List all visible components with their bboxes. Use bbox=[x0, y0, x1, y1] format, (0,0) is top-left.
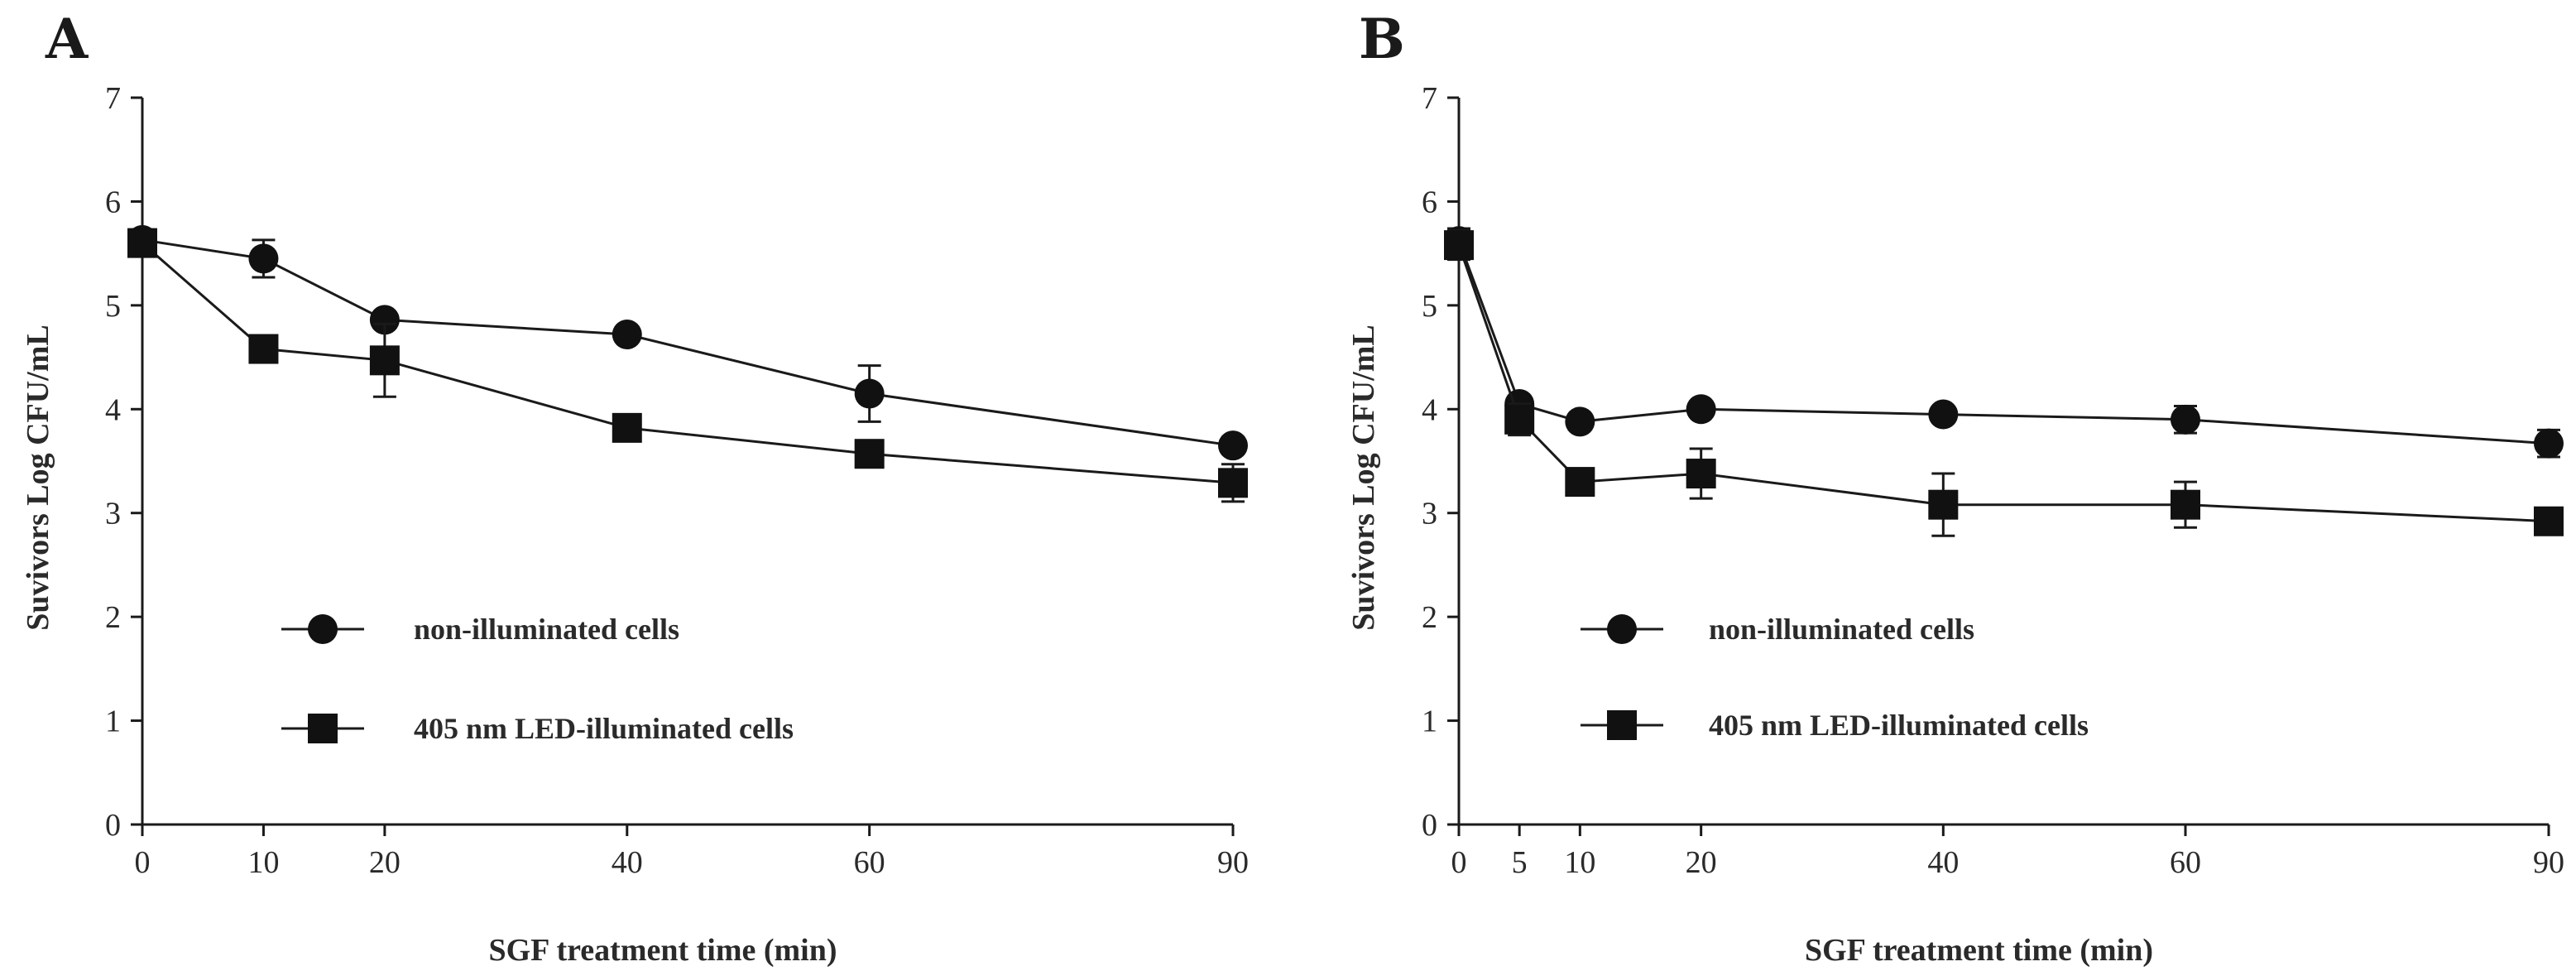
panel-b: B 0 1 2 3 4 5 6 7 0 5 10 20 40 60 90 SGF treatment time … bbox=[1346, 7, 2564, 968]
data-point-circle bbox=[248, 243, 279, 274]
x-tick-label: 5 bbox=[1512, 845, 1528, 880]
x-tick-label: 10 bbox=[1564, 845, 1595, 880]
legend-label: 405 nm LED-illuminated cells bbox=[414, 712, 794, 745]
data-point-square bbox=[612, 412, 642, 443]
y-tick-label: 6 bbox=[1422, 185, 1437, 219]
legend-label: 405 nm LED-illuminated cells bbox=[1709, 709, 2089, 742]
data-point-square bbox=[1928, 489, 1959, 520]
x-tick-label: 40 bbox=[612, 845, 643, 880]
data-point-square bbox=[1686, 459, 1716, 489]
data-point-circle bbox=[369, 305, 400, 335]
x-tick-label: 60 bbox=[2170, 845, 2201, 880]
x-tick-label: 20 bbox=[369, 845, 401, 880]
y-tick-label: 1 bbox=[105, 704, 121, 739]
data-point-square bbox=[127, 228, 157, 258]
data-point-circle bbox=[612, 319, 642, 349]
legend-marker-circle bbox=[1607, 614, 1637, 644]
panel-label: B bbox=[1359, 7, 1405, 71]
x-tick-label: 10 bbox=[247, 845, 279, 880]
x-tick-label: 0 bbox=[135, 845, 151, 880]
y-tick-label: 0 bbox=[105, 808, 121, 843]
legend-entry: 405 nm LED-illuminated cells bbox=[1581, 709, 2089, 742]
x-tick-label: 90 bbox=[2533, 845, 2564, 880]
x-tick-label: 90 bbox=[1217, 845, 1249, 880]
data-point-circle bbox=[2171, 404, 2200, 435]
series-led-illuminated bbox=[1444, 229, 2564, 537]
data-point-circle bbox=[1218, 430, 1248, 461]
data-point-square bbox=[1218, 468, 1248, 498]
data-point-circle bbox=[854, 378, 885, 409]
y-tick-label: 5 bbox=[1422, 289, 1437, 324]
data-point-square bbox=[1565, 467, 1595, 498]
x-tick-label: 40 bbox=[1927, 845, 1959, 880]
legend-entry: 405 nm LED-illuminated cells bbox=[281, 712, 794, 745]
legend-marker-circle bbox=[308, 614, 338, 644]
y-tick-label: 1 bbox=[1422, 704, 1437, 739]
legend-entry: non-illuminated cells bbox=[1581, 613, 1974, 646]
y-tick-label: 7 bbox=[1422, 81, 1437, 116]
series-line bbox=[1457, 244, 2550, 523]
y-tick-label: 5 bbox=[105, 289, 121, 324]
panel-label: A bbox=[45, 7, 89, 71]
y-tick-label: 6 bbox=[105, 185, 121, 219]
x-axis-title: SGF treatment time (min) bbox=[1805, 933, 2153, 968]
data-point-square bbox=[1504, 404, 1535, 435]
series-line bbox=[1457, 240, 2550, 445]
x-tick-label: 0 bbox=[1451, 845, 1467, 880]
y-tick-label: 3 bbox=[1422, 497, 1437, 531]
legend-entry: non-illuminated cells bbox=[281, 613, 679, 646]
legend-label: non-illuminated cells bbox=[1709, 613, 1974, 646]
data-point-square bbox=[2171, 489, 2200, 520]
data-point-square bbox=[369, 345, 400, 376]
y-tick-label: 4 bbox=[1422, 392, 1437, 427]
data-point-circle bbox=[1686, 394, 1716, 425]
y-axis-title: Suvivors Log CFU/mL bbox=[1346, 325, 1381, 630]
x-axis-title: SGF treatment time (min) bbox=[488, 933, 837, 968]
y-tick-label: 3 bbox=[105, 497, 121, 531]
data-point-circle bbox=[1565, 406, 1595, 437]
data-point-circle bbox=[2534, 428, 2564, 459]
data-point-circle bbox=[1928, 399, 1959, 430]
data-point-square bbox=[248, 334, 279, 364]
series-line bbox=[142, 242, 1234, 484]
data-point-square bbox=[854, 439, 885, 469]
data-point-square bbox=[2534, 506, 2564, 536]
y-tick-label: 4 bbox=[105, 392, 121, 427]
series-non-illuminated bbox=[127, 224, 1248, 461]
legend-marker-square bbox=[308, 714, 338, 743]
series-line bbox=[142, 238, 1234, 447]
data-point-square bbox=[1444, 230, 1474, 261]
legend-marker-square bbox=[1607, 710, 1637, 740]
panel-a: A 0 1 2 3 4 5 6 7 0 10 20 40 60 90 SGF treatment time (… bbox=[21, 7, 1249, 968]
x-tick-label: 60 bbox=[854, 845, 885, 880]
y-tick-label: 7 bbox=[105, 81, 121, 116]
y-axis-title: Suvivors Log CFU/mL bbox=[21, 325, 55, 630]
series-non-illuminated bbox=[1444, 226, 2564, 459]
y-tick-label: 2 bbox=[105, 600, 121, 635]
x-tick-label: 20 bbox=[1686, 845, 1717, 880]
y-tick-label: 0 bbox=[1422, 808, 1437, 843]
y-tick-label: 2 bbox=[1422, 600, 1437, 635]
legend-label: non-illuminated cells bbox=[414, 613, 679, 646]
series-led-illuminated bbox=[127, 228, 1248, 503]
